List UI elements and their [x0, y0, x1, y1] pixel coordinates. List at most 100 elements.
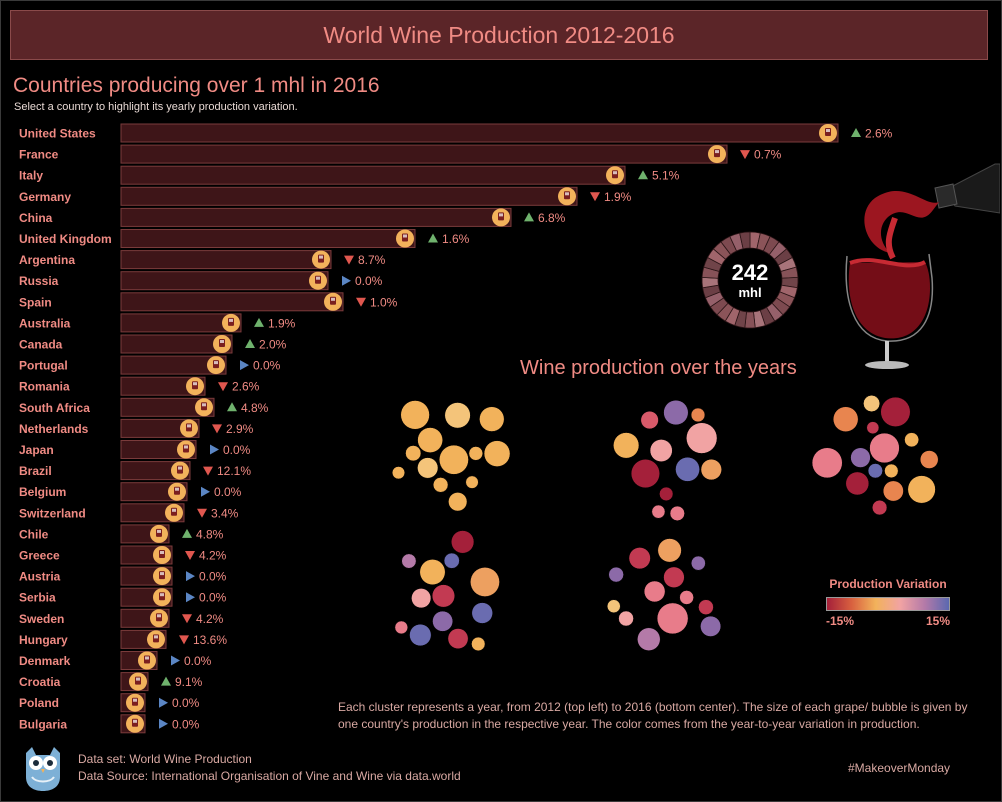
variation-label: 0.0% [223, 443, 251, 457]
variation-arrow-icon [185, 551, 195, 560]
bar-row[interactable]: Switzerland 3.4% [19, 503, 239, 523]
glass-shine [136, 677, 140, 681]
glass-shine [187, 424, 191, 428]
country-bar[interactable] [120, 376, 206, 396]
country-label[interactable]: South Africa [19, 401, 90, 415]
dashboard-title: World Wine Production 2012-2016 [10, 10, 988, 60]
variation-label: 2.6% [865, 127, 893, 141]
country-label[interactable]: Belgium [19, 485, 66, 499]
country-label[interactable]: Germany [19, 190, 71, 204]
country-bar[interactable] [120, 123, 839, 143]
bar-row[interactable]: Greece 4.2% [19, 545, 227, 565]
country-bar[interactable] [120, 292, 344, 312]
variation-arrow-icon [161, 676, 171, 686]
bar-row[interactable]: Brazil 12.1% [19, 461, 251, 481]
country-label[interactable]: Chile [19, 527, 49, 541]
bar-row[interactable]: United States 2.6% [19, 123, 893, 143]
country-label[interactable]: Netherlands [19, 422, 89, 436]
variation-arrow-icon [342, 275, 351, 286]
country-bar[interactable] [120, 418, 200, 438]
variation-label: 2.9% [226, 422, 254, 436]
glass-shine [499, 213, 503, 217]
country-label[interactable]: Canada [19, 338, 63, 352]
glass-shine [613, 171, 617, 175]
country-label[interactable]: Greece [19, 549, 60, 563]
bar-row[interactable]: Portugal 0.0% [19, 355, 281, 375]
bar-row[interactable]: Italy 5.1% [19, 165, 680, 185]
country-label[interactable]: Japan [19, 443, 54, 457]
bar-row[interactable]: Sweden 4.2% [19, 608, 224, 628]
country-bar[interactable] [120, 355, 227, 375]
bar-row[interactable]: Japan 0.0% [19, 440, 251, 459]
country-label[interactable]: Italy [19, 169, 43, 183]
variation-label: 0.0% [253, 359, 281, 373]
country-label[interactable]: Hungary [19, 633, 68, 647]
bar-row[interactable]: Hungary 13.6% [19, 629, 227, 649]
bar-row[interactable]: Russia 0.0% [19, 271, 383, 291]
bar-row[interactable]: Serbia 0.0% [19, 587, 227, 607]
glass-shine [316, 276, 320, 280]
country-bar[interactable] [120, 186, 578, 206]
bar-row[interactable]: South Africa 4.8% [19, 397, 269, 417]
country-label[interactable]: Bulgaria [19, 717, 67, 731]
variation-label: 0.0% [199, 570, 227, 584]
country-label[interactable]: Croatia [19, 675, 61, 689]
country-label[interactable]: Austria [19, 570, 61, 584]
country-label[interactable]: Brazil [19, 464, 52, 478]
country-label[interactable]: China [19, 211, 53, 225]
bar-row[interactable]: France 0.7% [19, 144, 782, 164]
country-label[interactable]: Poland [19, 696, 59, 710]
country-bar[interactable] [120, 250, 332, 270]
country-bar[interactable] [120, 397, 215, 417]
bar-row[interactable]: Belgium 0.0% [19, 482, 242, 502]
variation-label: 0.0% [214, 485, 242, 499]
country-label[interactable]: United Kingdom [19, 232, 112, 246]
country-label[interactable]: France [19, 148, 59, 162]
country-bar[interactable] [120, 207, 512, 227]
glass-shine [157, 529, 161, 533]
bar-row[interactable]: China 6.8% [19, 207, 566, 227]
country-bar[interactable] [120, 165, 626, 185]
glass-shine [229, 318, 233, 322]
footer-source: Data Source: International Organisation … [78, 769, 461, 783]
country-label[interactable]: Romania [19, 380, 70, 394]
bar-row[interactable]: Germany 1.9% [19, 186, 632, 206]
bar-row[interactable]: Austria 0.0% [19, 566, 227, 586]
country-bar[interactable] [120, 229, 416, 248]
bar-row[interactable]: Australia 1.9% [19, 313, 296, 333]
country-label[interactable]: United States [19, 127, 96, 141]
country-label[interactable]: Sweden [19, 612, 64, 626]
glass-shine [202, 403, 206, 407]
bar-row[interactable]: Croatia 9.1% [19, 672, 203, 692]
country-label[interactable]: Russia [19, 274, 59, 288]
country-label[interactable]: Argentina [19, 253, 75, 267]
bar-row[interactable]: Denmark 0.0% [19, 651, 212, 670]
country-bar[interactable] [120, 271, 329, 291]
bar-row[interactable]: Romania 2.6% [19, 376, 260, 396]
country-bar[interactable] [120, 313, 242, 333]
country-bar[interactable] [120, 144, 728, 164]
country-label[interactable]: Portugal [19, 359, 68, 373]
bar-row[interactable]: Spain 1.0% [19, 292, 398, 312]
glass-shine [175, 487, 179, 491]
bar-row[interactable]: Chile 4.8% [19, 524, 224, 544]
country-label[interactable]: Denmark [19, 654, 71, 668]
variation-arrow-icon [740, 150, 750, 160]
bar-row[interactable]: Argentina 8.7% [19, 250, 386, 270]
bar-row[interactable]: Canada 2.0% [19, 334, 287, 354]
variation-label: 6.8% [538, 211, 566, 225]
variation-arrow-icon [218, 382, 228, 392]
country-label[interactable]: Serbia [19, 591, 56, 605]
country-label[interactable]: Spain [19, 295, 52, 309]
glass-shine [220, 340, 224, 343]
country-label[interactable]: Australia [19, 316, 71, 330]
variation-arrow-icon [159, 697, 168, 708]
variation-arrow-icon [227, 402, 237, 412]
country-bar[interactable] [120, 334, 233, 354]
country-bar[interactable] [120, 440, 197, 459]
bar-row[interactable]: Netherlands 2.9% [19, 418, 254, 438]
bar-row[interactable]: Bulgaria 0.0% [19, 714, 200, 734]
bar-row[interactable]: United Kingdom 1.6% [19, 229, 470, 248]
country-label[interactable]: Switzerland [19, 506, 86, 520]
bar-row[interactable]: Poland 0.0% [19, 693, 200, 713]
